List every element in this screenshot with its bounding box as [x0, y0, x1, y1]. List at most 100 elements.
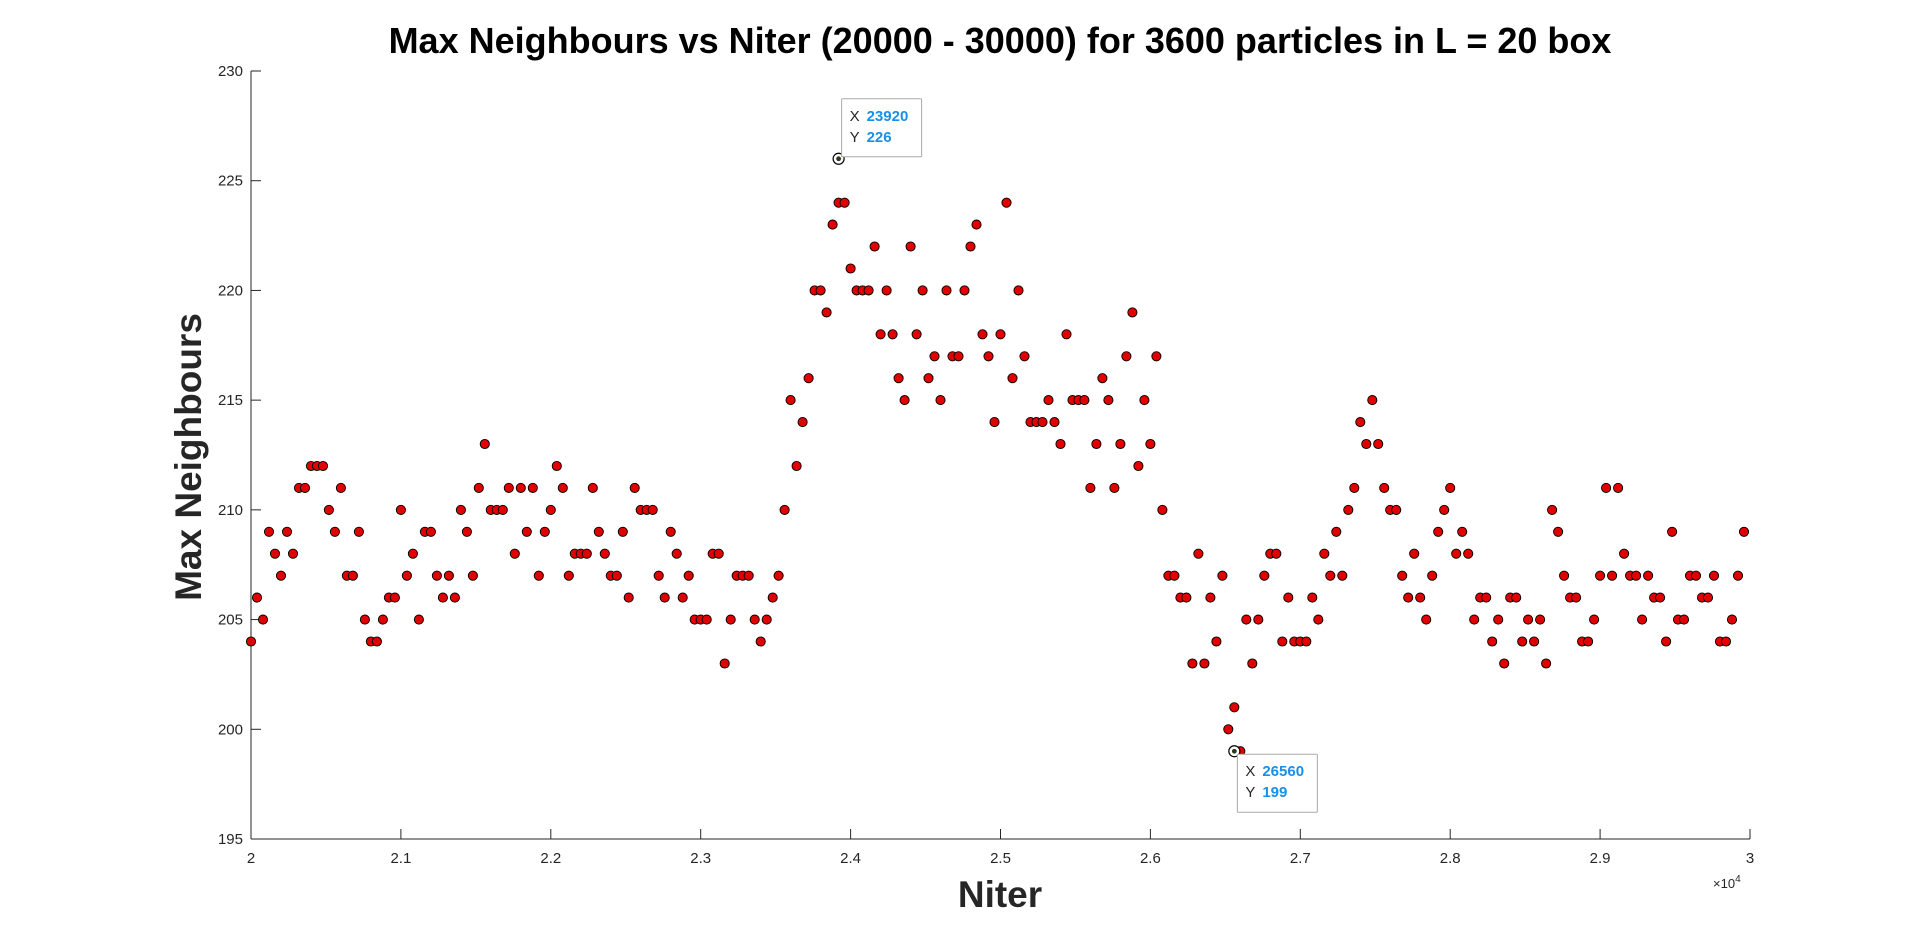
data-point[interactable]: [1307, 592, 1318, 603]
datatip[interactable]: X 26560 Y 199: [1228, 745, 1318, 813]
data-point[interactable]: [1253, 614, 1264, 625]
data-point[interactable]: [1637, 614, 1648, 625]
data-point[interactable]: [1535, 614, 1546, 625]
data-point[interactable]: [1187, 658, 1198, 669]
data-points[interactable]: [245, 197, 1750, 757]
data-point[interactable]: [1523, 614, 1534, 625]
data-point[interactable]: [353, 526, 364, 537]
data-point[interactable]: [1643, 570, 1654, 581]
data-point[interactable]: [1247, 658, 1258, 669]
data-point[interactable]: [1361, 438, 1372, 450]
data-point[interactable]: [1702, 592, 1714, 603]
data-point[interactable]: [1373, 438, 1384, 450]
data-point[interactable]: [1127, 307, 1138, 318]
data-point[interactable]: [1115, 438, 1126, 450]
data-point[interactable]: [1415, 592, 1426, 603]
data-point[interactable]: [773, 570, 784, 581]
data-point[interactable]: [1337, 570, 1348, 581]
data-point[interactable]: [1667, 526, 1678, 537]
data-point[interactable]: [1732, 570, 1744, 581]
data-point[interactable]: [827, 219, 838, 230]
data-point[interactable]: [1043, 395, 1054, 406]
data-point[interactable]: [263, 526, 275, 537]
data-point[interactable]: [623, 592, 634, 603]
data-point[interactable]: [1007, 373, 1018, 384]
data-point[interactable]: [425, 526, 436, 537]
data-point[interactable]: [1325, 570, 1336, 581]
data-point[interactable]: [923, 373, 934, 384]
data-point[interactable]: [959, 285, 970, 296]
data-point[interactable]: [995, 329, 1006, 340]
data-point[interactable]: [1589, 614, 1600, 625]
data-point[interactable]: [503, 482, 514, 493]
data-point[interactable]: [1409, 548, 1420, 559]
data-point[interactable]: [389, 592, 400, 603]
data-point[interactable]: [275, 570, 287, 581]
data-point[interactable]: [1085, 482, 1096, 493]
data-point[interactable]: [287, 548, 299, 559]
data-point[interactable]: [1229, 702, 1240, 713]
data-point[interactable]: [1019, 351, 1030, 362]
data-point[interactable]: [1157, 504, 1168, 515]
data-point[interactable]: [989, 417, 1000, 428]
data-point[interactable]: [1529, 636, 1540, 647]
data-point[interactable]: [1427, 570, 1438, 581]
data-point[interactable]: [653, 570, 664, 581]
data-point[interactable]: [1439, 504, 1450, 515]
data-point[interactable]: [1193, 548, 1204, 559]
data-point[interactable]: [983, 351, 994, 362]
data-point[interactable]: [1559, 570, 1570, 581]
data-point[interactable]: [527, 482, 538, 493]
data-point[interactable]: [1571, 592, 1582, 603]
data-point[interactable]: [755, 636, 766, 647]
data-point[interactable]: [1391, 504, 1402, 515]
data-point[interactable]: [905, 241, 916, 252]
data-point[interactable]: [1726, 614, 1738, 625]
data-point[interactable]: [299, 482, 311, 493]
data-point[interactable]: [1421, 614, 1432, 625]
data-point[interactable]: [557, 482, 568, 493]
data-point[interactable]: [1313, 614, 1324, 625]
data-point[interactable]: [455, 504, 466, 515]
data-point[interactable]: [611, 570, 622, 581]
data-point[interactable]: [461, 526, 472, 537]
data-point[interactable]: [1097, 373, 1108, 384]
data-point[interactable]: [629, 482, 640, 493]
data-point[interactable]: [581, 548, 592, 559]
data-point[interactable]: [917, 285, 928, 296]
data-point[interactable]: [869, 241, 880, 252]
data-point[interactable]: [941, 285, 952, 296]
data-point[interactable]: [479, 438, 490, 450]
data-point[interactable]: [1499, 658, 1510, 669]
data-point[interactable]: [1678, 614, 1690, 625]
data-point[interactable]: [497, 504, 508, 515]
data-point[interactable]: [749, 614, 760, 625]
data-point[interactable]: [1433, 526, 1444, 537]
data-point[interactable]: [1517, 636, 1528, 647]
data-point[interactable]: [683, 570, 694, 581]
data-point[interactable]: [1619, 548, 1630, 559]
data-point[interactable]: [1738, 526, 1750, 537]
data-point[interactable]: [1481, 592, 1492, 603]
data-point[interactable]: [563, 570, 574, 581]
data-point[interactable]: [1690, 570, 1702, 581]
data-point[interactable]: [1403, 592, 1414, 603]
data-point[interactable]: [587, 482, 598, 493]
data-point[interactable]: [839, 197, 850, 208]
data-point[interactable]: [1319, 548, 1330, 559]
data-point[interactable]: [1601, 482, 1612, 493]
data-point[interactable]: [767, 592, 778, 603]
data-point[interactable]: [329, 526, 340, 537]
data-point[interactable]: [1121, 351, 1132, 362]
data-point[interactable]: [413, 614, 424, 625]
data-point[interactable]: [977, 329, 988, 340]
data-point[interactable]: [1223, 724, 1234, 735]
data-point[interactable]: [281, 526, 293, 537]
data-point[interactable]: [1541, 658, 1552, 669]
data-point[interactable]: [1457, 526, 1468, 537]
data-point[interactable]: [1397, 570, 1408, 581]
data-point[interactable]: [1511, 592, 1522, 603]
data-point[interactable]: [1553, 526, 1564, 537]
data-point[interactable]: [245, 636, 257, 647]
data-point[interactable]: [1139, 395, 1150, 406]
